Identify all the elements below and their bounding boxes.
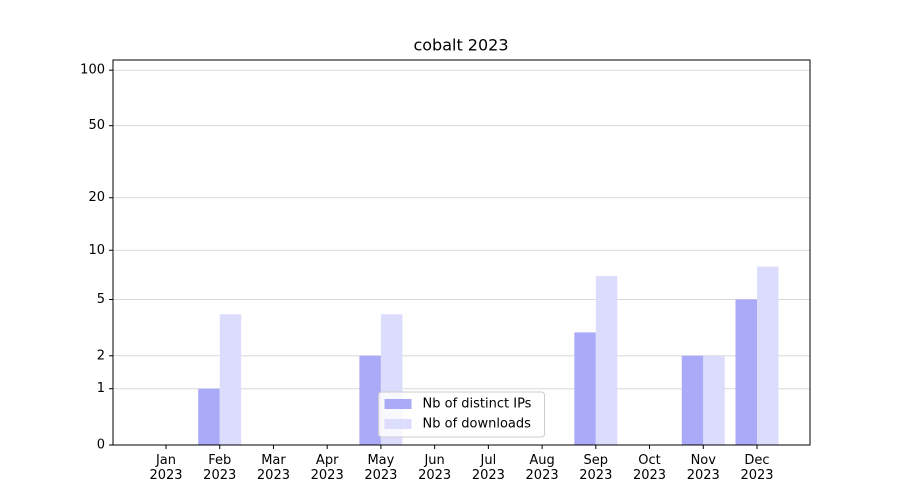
x-tick-label: Jun 2023 (418, 453, 452, 483)
y-tick-label: 100 (80, 63, 105, 78)
x-tick-label: Apr 2023 (310, 453, 344, 483)
x-tick-label: Aug 2023 (525, 453, 559, 483)
bar (681, 355, 704, 445)
x-tick-label: Mar 2023 (256, 453, 290, 483)
x-tick-label: Sep 2023 (579, 453, 613, 483)
bar (595, 276, 618, 445)
chart-title: cobalt 2023 (413, 36, 508, 55)
legend-box (378, 391, 545, 438)
legend-label: Nb of downloads (423, 417, 532, 432)
y-tick-label: 10 (88, 243, 105, 258)
plot-frame (112, 59, 811, 446)
x-tick-label: Nov 2023 (686, 453, 720, 483)
x-tick-label: Jan 2023 (149, 453, 183, 483)
x-tick-label: Oct 2023 (632, 453, 667, 483)
x-tick-label: Dec 2023 (740, 453, 774, 483)
y-tick-label: 50 (88, 118, 105, 133)
y-tick-label: 0 (97, 438, 105, 453)
bar (735, 299, 757, 445)
y-tick-label: 2 (97, 348, 105, 363)
bar (574, 332, 596, 445)
y-tick-label: 1 (97, 381, 105, 396)
bar (757, 266, 779, 445)
bar (198, 388, 220, 445)
bar (359, 355, 381, 445)
legend-label: Nb of distinct IPs (423, 397, 532, 412)
bar (219, 314, 242, 445)
bar (703, 355, 725, 445)
x-tick-label: Feb 2023 (203, 453, 237, 483)
y-tick-label: 5 (97, 292, 105, 307)
y-tick-label: 20 (88, 190, 105, 205)
x-tick-label: Jul 2023 (471, 453, 505, 483)
legend-swatch (384, 419, 412, 429)
legend-swatch (384, 399, 412, 409)
x-tick-label: May 2023 (364, 453, 398, 483)
